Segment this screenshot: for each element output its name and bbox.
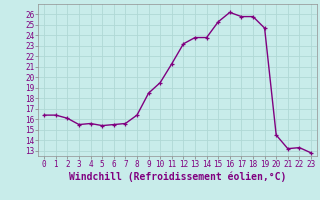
X-axis label: Windchill (Refroidissement éolien,°C): Windchill (Refroidissement éolien,°C) xyxy=(69,172,286,182)
